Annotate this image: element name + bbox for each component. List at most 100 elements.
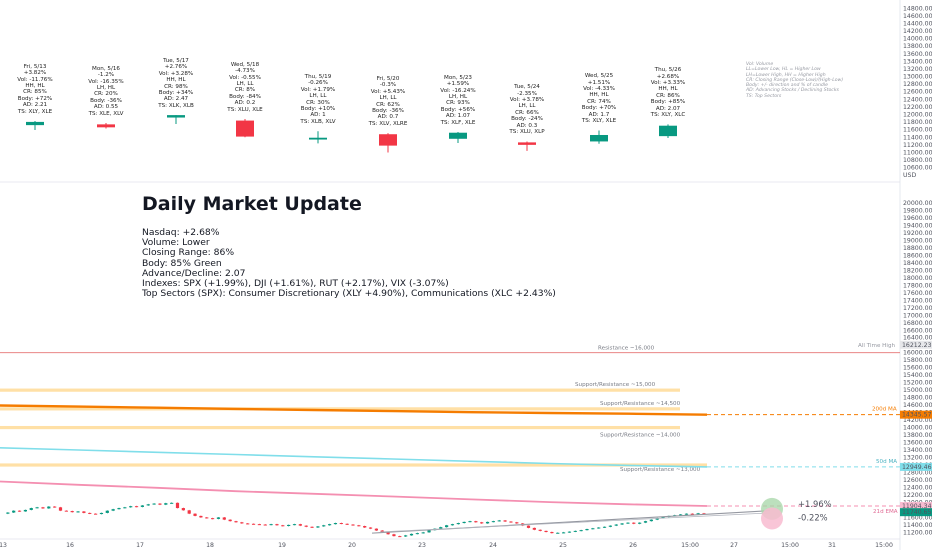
price-candle-body — [357, 525, 361, 527]
price-candle-body — [638, 522, 642, 524]
day-annotation: Thu, 5/19 -0.26% Vol: +1.79% LH, LL CR: 30% B… — [300, 74, 335, 125]
price-candle-body — [503, 520, 507, 522]
day-annotation-line: Tue, 5/24 — [514, 84, 540, 91]
sma50-price-tag — [900, 462, 932, 471]
day-annotation-line: Thu, 5/26 — [654, 67, 682, 74]
day-annotation: Tue, 5/17 +2.76% Vol: +3.28% HH, HL CR: 98% B… — [158, 58, 194, 109]
y-tick-label: 19800.00 — [903, 207, 932, 214]
price-candle-body — [643, 521, 648, 523]
day-annotation: Fri, 5/20 -0.3% Vol: +5.43% LH, LL CR: 62% Bo… — [369, 76, 408, 127]
x-tick-label: 15:00 — [781, 542, 799, 549]
day-annotation-line: HH, HL — [658, 86, 678, 93]
y-tick-label: 13600.00 — [903, 51, 932, 58]
summary-top-sectors: Top Sectors (SPX): Consumer Discretionar… — [142, 288, 556, 300]
price-candle-body — [251, 523, 256, 525]
day-annotation-line: LH, HL — [448, 93, 468, 100]
day-annotation: Mon, 5/23 +1.59% Vol: -16.24% LH, HL CR: 93%… — [440, 75, 475, 126]
day-annotation-line: TS: XLV, XLRE — [368, 120, 408, 127]
day-annotation-line: CR: 74% — [587, 98, 611, 105]
y-tick-label: 12600.00 — [903, 477, 932, 484]
price-candle-body — [649, 519, 653, 522]
day-annotation-line: HH, HL — [589, 92, 609, 99]
daily-candle-body — [518, 142, 536, 145]
price-candle-body — [597, 527, 601, 529]
price-candle-body — [690, 513, 694, 515]
price-candle-body — [562, 532, 566, 534]
price-candle-body — [532, 527, 536, 530]
price-candle-body — [146, 504, 150, 506]
level-label: Resistance ~16,000 — [598, 346, 655, 352]
price-candle-body — [468, 521, 472, 523]
day-annotation-line: TS: XLK, XLB — [158, 102, 194, 109]
x-tick-label: 20 — [348, 542, 356, 549]
price-candle-body — [304, 525, 308, 527]
y-tick-label: 19200.00 — [903, 230, 932, 237]
x-tick-label: 17 — [136, 542, 144, 549]
y-tick-label: 11200.00 — [903, 529, 932, 536]
daily-candle-body — [590, 134, 608, 142]
day-annotation-line: CR: 8% — [234, 87, 256, 94]
sma50-label: 50d MA — [876, 459, 897, 465]
day-annotation-line: AD: 2.47 — [163, 96, 189, 103]
legend-line: CR: Closing Range (Close-Low)/(High-Low) — [746, 77, 844, 83]
price-candle-body — [328, 524, 332, 526]
day-annotation-line: AD: 0.7 — [377, 114, 399, 121]
price-candle-body — [351, 524, 355, 526]
price-candle-body — [281, 525, 285, 527]
price-candle-body — [205, 517, 209, 519]
page-title: Daily Market Update — [142, 193, 362, 215]
daily-candle-body — [26, 121, 44, 126]
price-candle-body — [345, 523, 349, 525]
price-candle-body — [35, 507, 39, 509]
price-candle-body — [526, 525, 531, 528]
day-annotation-line: CR: 85% — [23, 89, 47, 96]
price-candle-body — [684, 513, 689, 515]
legend-line: Body: +/- direction and % of candle — [746, 83, 828, 89]
price-candle-body — [462, 521, 466, 524]
price-candle-body — [152, 503, 156, 505]
day-annotation-line: CR: 62% — [376, 101, 400, 108]
y-tick-label: 10600.00 — [903, 165, 932, 172]
price-candle-body — [445, 525, 449, 528]
price-candle-body — [164, 503, 168, 505]
price-candle-body — [234, 521, 238, 523]
price-candle-body — [29, 508, 33, 510]
price-candle-body — [333, 523, 338, 525]
support-band — [0, 388, 680, 392]
x-tick-label: 31 — [828, 542, 836, 549]
y-tick-label: 12200.00 — [903, 104, 932, 111]
day-annotation-line: +1.59% — [446, 81, 470, 88]
day-annotation-line: Vol: -0.55% — [229, 74, 261, 81]
y-tick-label: 11400.00 — [903, 134, 932, 141]
day-annotation-line: Fri, 5/13 — [23, 63, 47, 70]
price-candle-body — [485, 521, 490, 524]
daily-candle-body — [97, 124, 115, 128]
day-annotation-line: CR: 30% — [306, 99, 330, 106]
y-tick-label: 16800.00 — [903, 320, 932, 327]
day-annotation-line: CR: 66% — [515, 109, 539, 116]
y-tick-label: 12400.00 — [903, 484, 932, 491]
y-tick-label: 14800.00 — [903, 5, 932, 12]
day-annotation-line: LH, LL — [236, 81, 254, 88]
price-candle-body — [409, 533, 414, 536]
day-annotation-line: AD: 1 — [310, 112, 326, 119]
price-candle-body — [23, 509, 27, 512]
price-candle-body — [105, 510, 109, 513]
daily-candle-body — [379, 134, 397, 146]
price-candle-body — [363, 526, 367, 528]
price-candle-body — [88, 512, 92, 514]
sma200-price-tag — [900, 410, 932, 419]
day-annotation-line: Vol: +3.33% — [650, 79, 686, 86]
day-annotation-line: AD: 2.07 — [655, 105, 681, 112]
y-tick-label: 14000.00 — [903, 36, 932, 43]
price-candle-body — [263, 524, 267, 526]
price-candle-body — [368, 527, 373, 529]
y-tick-label: 18800.00 — [903, 245, 932, 252]
y-tick-label: 15400.00 — [903, 372, 932, 379]
sma200-label: 200d MA — [872, 407, 897, 413]
projection-up-label: +1.96% — [798, 499, 832, 509]
y-tick-label: 13600.00 — [903, 440, 932, 447]
price-candle-body — [269, 524, 273, 526]
legend-line: AD: Advancing Stocks / Declining Stocks — [746, 88, 839, 94]
day-annotation-line: +2.68% — [656, 73, 680, 80]
